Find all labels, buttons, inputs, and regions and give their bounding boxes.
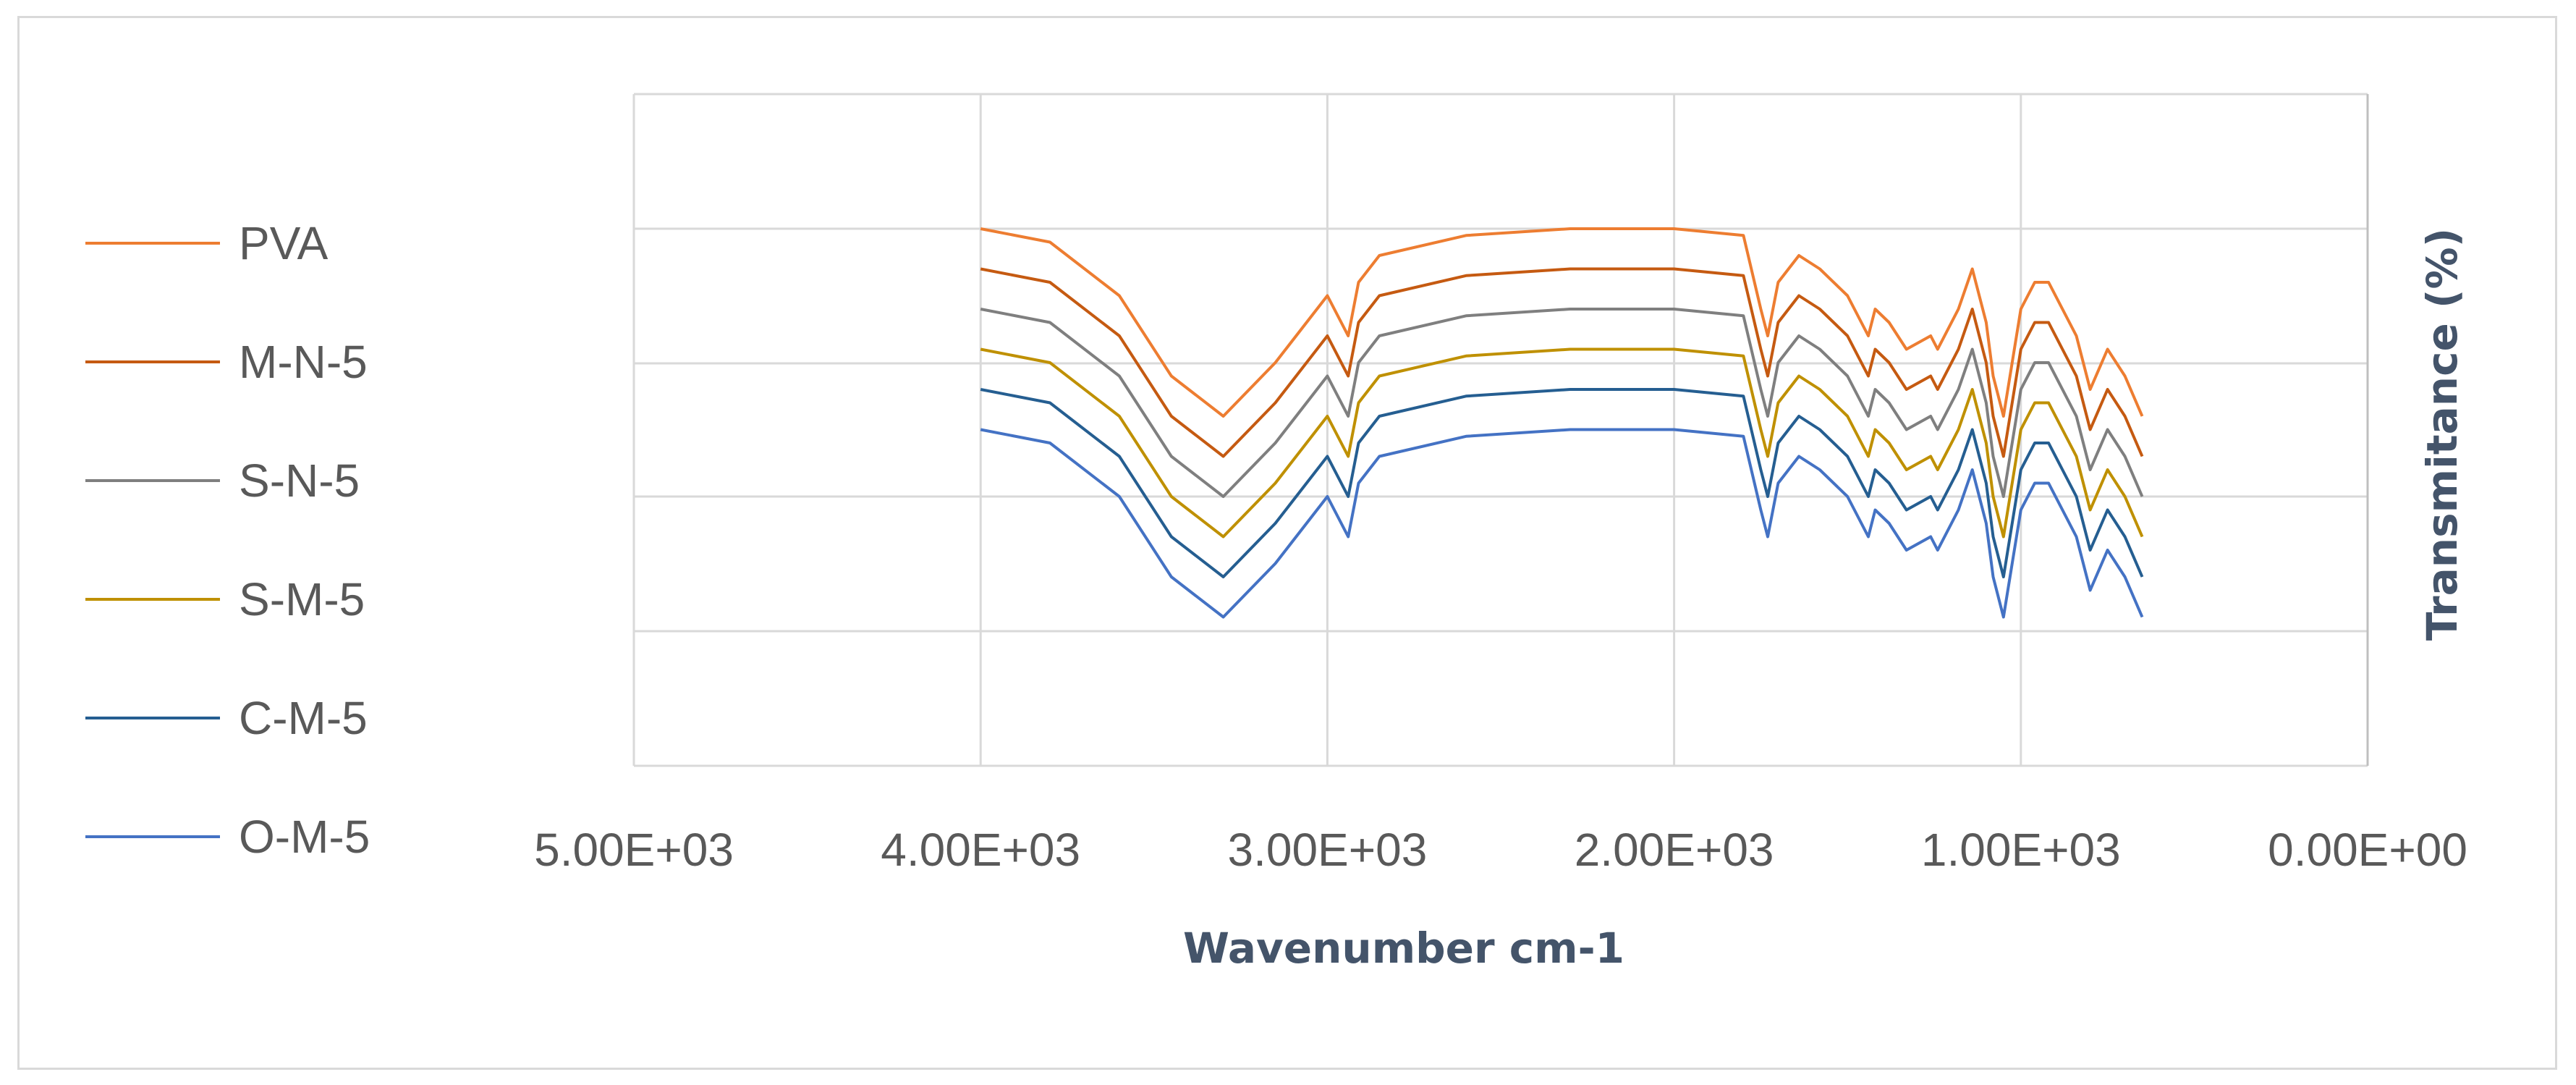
x-axis-title: Wavenumber cm-1 <box>1183 924 1624 973</box>
legend-entry: O-M-5 <box>85 811 370 863</box>
series-line-s-n-5 <box>980 308 2144 498</box>
series-lines <box>980 227 2144 619</box>
legend: PVA M-N-5 S-N-5 S-M-5 C-M-5 O-M-5 <box>85 217 370 863</box>
legend-entry: S-M-5 <box>85 573 365 625</box>
legend-label: S-N-5 <box>239 455 360 507</box>
x-tick-labels: 5.00E+03 4.00E+03 3.00E+03 2.00E+03 1.00E+03… <box>534 824 2467 876</box>
legend-label: C-M-5 <box>239 692 368 744</box>
x-tick-label: 0.00E+00 <box>2268 824 2467 876</box>
legend-entry: PVA <box>85 217 329 269</box>
legend-label: O-M-5 <box>239 811 370 863</box>
x-tick-label: 1.00E+03 <box>1921 824 2121 876</box>
legend-entry: C-M-5 <box>85 692 368 744</box>
legend-label: S-M-5 <box>239 573 365 625</box>
chart-frame <box>17 16 2557 1070</box>
x-tick-label: 2.00E+03 <box>1575 824 1774 876</box>
series-line-pva <box>980 227 2144 418</box>
series-line-m-n-5 <box>980 267 2144 458</box>
legend-label: M-N-5 <box>239 336 368 388</box>
series-line-s-m-5 <box>980 347 2144 539</box>
series-line-o-m-5 <box>980 428 2144 619</box>
legend-entry: S-N-5 <box>85 455 360 507</box>
x-tick-label: 5.00E+03 <box>534 824 734 876</box>
legend-entry: M-N-5 <box>85 336 368 388</box>
x-tick-label: 3.00E+03 <box>1227 824 1427 876</box>
y-axis-title: Transmitance (%) <box>2418 228 2467 641</box>
x-tick-label: 4.00E+03 <box>881 824 1080 876</box>
series-line-c-m-5 <box>980 388 2144 578</box>
legend-label: PVA <box>239 217 329 269</box>
